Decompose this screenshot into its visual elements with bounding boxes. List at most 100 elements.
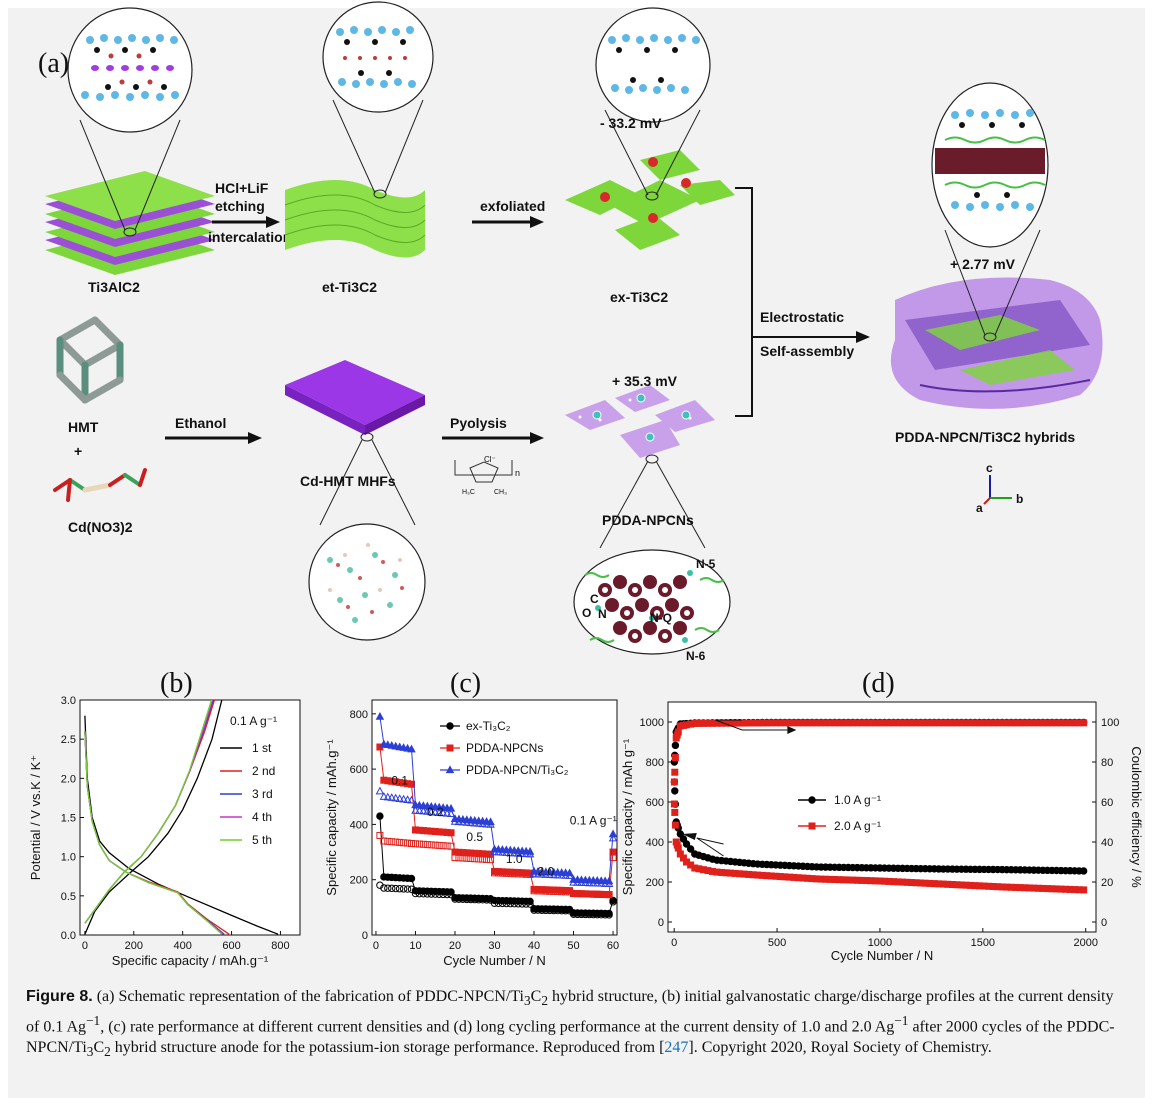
chart-c-series-1-point-hollow bbox=[526, 900, 534, 908]
chart-c-series-1-point-hollow bbox=[403, 885, 412, 893]
chart-c-xtick-label: 20 bbox=[449, 940, 461, 952]
chart-b-legend-title: 0.1 A g⁻¹ bbox=[230, 714, 277, 728]
chart-c-series-2-point-hollow bbox=[388, 838, 396, 846]
chart-c-series-2-point-hollow bbox=[411, 840, 419, 848]
chart-c-series-3-point-hollow bbox=[608, 833, 618, 842]
ti3alc2-stack-illustration bbox=[45, 7, 215, 275]
chart-c-xtick-label: 30 bbox=[488, 940, 500, 952]
ex-ti3c2-label: ex-Ti3C2 bbox=[610, 289, 668, 305]
chart-d-plot-area bbox=[667, 701, 1097, 933]
chart-d-xtick-label: 2000 bbox=[1073, 937, 1097, 949]
chart-c-xlabel: Cycle Number / N bbox=[443, 953, 546, 968]
chart-c-series-2-point bbox=[605, 891, 613, 899]
arrow-pyolysis bbox=[442, 432, 544, 444]
zeta-hybrid-label: + 2.77 mV bbox=[950, 256, 1016, 272]
chart-b-legend-label: 2 nd bbox=[252, 764, 275, 778]
chart-c-series-3-point-hollow bbox=[399, 794, 408, 803]
chart-c-series-1-point-hollow bbox=[605, 911, 613, 919]
chart-c-series-2-point-hollow bbox=[396, 838, 404, 846]
chart-b-xtick-label: 400 bbox=[173, 940, 191, 952]
chart-b-xtick-label: 800 bbox=[271, 940, 289, 952]
chart-c-series-3-point bbox=[608, 829, 618, 838]
chart-c-rate-label: 0.5 bbox=[466, 830, 483, 844]
arrow-ethanol bbox=[165, 432, 262, 444]
chart-c-series-3-point-hollow bbox=[387, 793, 397, 801]
chart-c-rate-label: 0.2 bbox=[427, 805, 444, 819]
c-label: C bbox=[590, 592, 599, 606]
chart-c-series-2-point-hollow bbox=[463, 854, 471, 862]
step1-line3: intercalation bbox=[208, 229, 291, 245]
chart-c-series-3-point-hollow bbox=[438, 808, 448, 817]
hmt-label: HMT bbox=[68, 419, 99, 435]
chart-c-series-2-point-hollow bbox=[419, 840, 427, 848]
caption-text-8: ]. Copyright 2020, Royal Society of Chem… bbox=[688, 1038, 992, 1056]
caption-sup-2: −1 bbox=[894, 1013, 909, 1029]
chart-b-ylabel: Potential / V vs.K / K⁺ bbox=[28, 755, 43, 880]
chart-c-series-2-point-hollow bbox=[467, 855, 475, 863]
chart-d-y2tick-label: 80 bbox=[1101, 757, 1113, 769]
chart-d-legend-label: 1.0 A g⁻¹ bbox=[834, 793, 881, 807]
cd-hmt-sheet-illustration bbox=[285, 360, 426, 641]
chart-c-series-3-point-hollow bbox=[446, 809, 456, 818]
reference-link[interactable]: 247 bbox=[664, 1038, 689, 1056]
figure-caption: Figure 8. (a) Schematic representation o… bbox=[26, 987, 1126, 1062]
chart-b-xtick-label: 200 bbox=[125, 940, 143, 952]
axis-b-label: b bbox=[1016, 492, 1023, 506]
pdda-ch3-label: CH₃ bbox=[494, 489, 507, 496]
n5-label: N-5 bbox=[696, 557, 716, 571]
chart-c-series-3-point-hollow bbox=[427, 807, 436, 816]
chart-c-xtick-label: 0 bbox=[373, 940, 379, 952]
chart-c-series-3-point-hollow bbox=[430, 807, 440, 816]
chart-d-series-2-efficiency-point bbox=[1080, 719, 1088, 727]
chart-c-legend-label: ex-Ti₃C₂ bbox=[466, 719, 511, 733]
chart-d-ylabel: Specific capacity / mAh g⁻¹ bbox=[620, 738, 635, 895]
chart-b-ytick-label: 2.0 bbox=[61, 773, 76, 785]
chart-c-rate-label: 0.1 bbox=[391, 773, 408, 787]
chart-c-series-3-point-hollow bbox=[383, 792, 393, 801]
chart-b-charge-discharge: 0 200 400 600 800 0.0 0.5 1.0 1.5 2.0 2.5 3.0 Specif… bbox=[28, 695, 301, 968]
chart-c-series-1-point-hollow bbox=[384, 884, 392, 892]
axis-a-label: a bbox=[976, 501, 983, 515]
chart-c-series-2-point-hollow bbox=[609, 854, 617, 862]
pdda-structure-illustration bbox=[454, 460, 513, 483]
chart-c-series-3-point-hollow bbox=[395, 794, 404, 802]
ethanol-label: Ethanol bbox=[175, 415, 226, 431]
chart-d-series-2-efficiency-point bbox=[671, 768, 679, 776]
panel-c-title: (c) bbox=[450, 668, 481, 699]
caption-text-2: C bbox=[530, 988, 542, 1005]
chart-d-ytick-label: 800 bbox=[646, 757, 664, 769]
chart-b-legend-label: 5 th bbox=[252, 833, 272, 847]
ex-ti3c2-illustration bbox=[565, 7, 735, 250]
chart-c-rate-label: 0.1 A g⁻¹ bbox=[570, 813, 617, 827]
chart-c-legend-label: PDDA-NPCNs bbox=[466, 741, 543, 755]
chart-c-series-2-point-hollow bbox=[423, 841, 431, 849]
chart-c-series-3-point-hollow bbox=[379, 792, 389, 800]
chart-c-series-3-point-hollow bbox=[419, 806, 428, 815]
chart-c-series-2-point-hollow bbox=[443, 842, 451, 850]
chart-c-series-2-point-hollow bbox=[483, 855, 491, 863]
chart-c-ytick-label: 600 bbox=[350, 764, 368, 776]
chart-d-ytick-label: 200 bbox=[646, 877, 664, 889]
chart-d-y2tick-label: 100 bbox=[1101, 717, 1119, 729]
chart-d-xtick-label: 1000 bbox=[868, 937, 892, 949]
chart-c-series-1-point-hollow bbox=[395, 885, 404, 893]
chart-c-ytick-label: 200 bbox=[350, 875, 368, 887]
chart-c-series-2-point-hollow bbox=[439, 842, 447, 850]
caption-sub-3: 3 bbox=[86, 1043, 94, 1059]
chart-c-series-3-point bbox=[407, 744, 416, 753]
chart-b-ytick-label: 0.5 bbox=[61, 891, 76, 903]
cd-hmt-label: Cd-HMT MHFs bbox=[300, 473, 396, 489]
chart-c-ytick-label: 800 bbox=[350, 709, 368, 721]
pdda-h3c-label: H₃C bbox=[462, 489, 475, 496]
chart-b-ytick-label: 0.0 bbox=[61, 930, 76, 942]
step1-line1: HCl+LiF bbox=[215, 180, 269, 196]
cdno3-label: Cd(NO3)2 bbox=[68, 519, 133, 535]
chart-c-series-2-point-hollow bbox=[475, 855, 483, 863]
chart-c-series-2-point-hollow bbox=[455, 854, 463, 862]
zeta-ex-label: - 33.2 mV bbox=[600, 115, 662, 131]
chart-c-series-2-point-hollow bbox=[408, 839, 416, 847]
chart-c-series-1-point bbox=[376, 812, 384, 820]
hybrid-label: PDDA-NPCN/Ti3C2 hybrids bbox=[895, 429, 1075, 445]
chart-b-ytick-label: 2.5 bbox=[61, 734, 76, 746]
